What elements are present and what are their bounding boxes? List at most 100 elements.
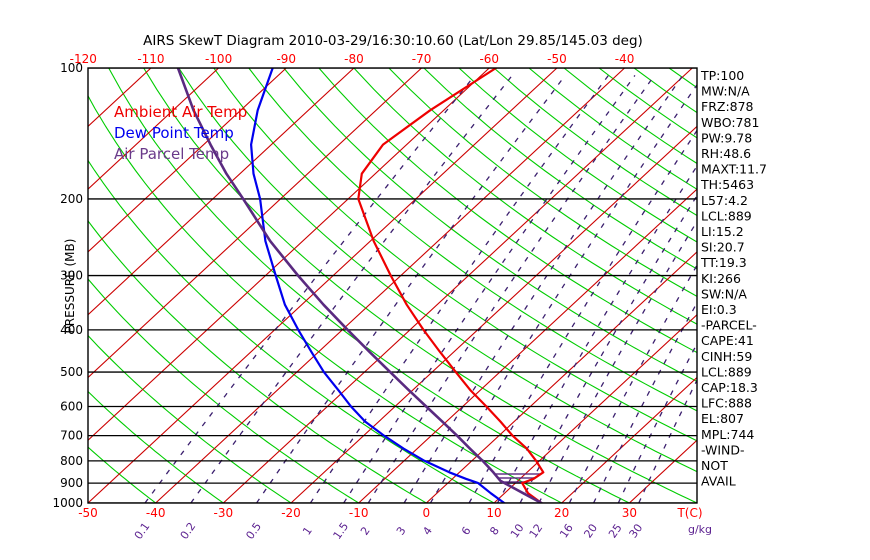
param-rh: RH:48.6 bbox=[701, 146, 751, 161]
param-maxt: MAXT:11.7 bbox=[701, 162, 767, 177]
dry-adiabat-line bbox=[318, 68, 697, 354]
mixing-ratio-units-label: g/kg bbox=[688, 523, 712, 536]
isotherm-line bbox=[290, 125, 697, 503]
top-temp-tick-label: -110 bbox=[137, 52, 164, 66]
isobar-lines bbox=[88, 68, 697, 503]
mixing-ratio-line bbox=[638, 378, 697, 503]
dry-adiabat-line bbox=[388, 68, 697, 297]
param-mw: MW:N/A bbox=[701, 84, 750, 99]
bottom-temp-tick-label: 20 bbox=[554, 506, 569, 520]
isotherm-line bbox=[222, 68, 693, 503]
mixing-ratio-line bbox=[468, 129, 697, 503]
parcel-temp-curve bbox=[176, 68, 543, 503]
parameter-panel: TP:100MW:N/AFRZ:878WBO:781PW:9.78RH:48.6… bbox=[700, 68, 767, 489]
param-frz: FRZ:878 bbox=[701, 99, 754, 114]
param-si: SI:20.7 bbox=[701, 240, 745, 255]
pressure-tick-label: 300 bbox=[60, 269, 83, 283]
legend-item-2: Air Parcel Temp bbox=[114, 145, 229, 163]
top-temp-tick-label: -80 bbox=[344, 52, 364, 66]
pressure-tick-label: 800 bbox=[60, 454, 83, 468]
dry-adiabat-line bbox=[283, 68, 697, 383]
top-temp-tick-label: -120 bbox=[70, 52, 97, 66]
param-lfc: LFC:888 bbox=[701, 396, 752, 411]
isotherm-line bbox=[425, 251, 697, 503]
pressure-tick-labels: 100 200 300 400 500 600 700 800 900 1000 bbox=[52, 61, 83, 510]
pressure-tick-label: 1000 bbox=[52, 496, 83, 510]
ambient-temp-curve bbox=[357, 68, 545, 503]
param-cinh: CINH:59 bbox=[701, 349, 752, 364]
dry-adiabat-line bbox=[178, 68, 697, 473]
dry-adiabat-line bbox=[88, 390, 224, 503]
y-axis-label: PRESSURE (MB) bbox=[63, 239, 77, 334]
param-el: EL:807 bbox=[701, 411, 744, 426]
chart-legend: Ambient Air Temp Dew Point Temp Air Parcel… bbox=[114, 103, 247, 163]
pressure-tick-label: 700 bbox=[60, 429, 83, 443]
param-cap: CAP:18.3 bbox=[701, 380, 758, 395]
param-wind_hdr: -WIND- bbox=[701, 442, 745, 457]
pressure-tick-label: 500 bbox=[60, 365, 83, 379]
param-mpl: MPL:744 bbox=[701, 427, 754, 442]
top-temperature-tick-labels: -120 -110 -100 -90 -80 -70 -60 -50 -40 bbox=[70, 52, 635, 66]
dry-adiabat-lines bbox=[88, 68, 697, 503]
bottom-temp-tick-label: -40 bbox=[146, 506, 166, 520]
isotherm-line bbox=[88, 68, 490, 441]
dry-adiabat-line bbox=[88, 446, 157, 503]
page-title: AIRS SkewT Diagram 2010-03-29/16:30:10.6… bbox=[143, 33, 643, 49]
pressure-tick-label: 900 bbox=[60, 476, 83, 490]
param-parcel_hdr: -PARCEL- bbox=[701, 318, 757, 333]
isotherm-line bbox=[155, 68, 625, 503]
x-axis-label: T(C) bbox=[676, 506, 702, 520]
param-avail: AVAIL bbox=[701, 474, 736, 489]
param-sw: SW:N/A bbox=[701, 286, 747, 301]
cape-cinh-hatch-area bbox=[493, 472, 544, 484]
dry-adiabat-line bbox=[88, 334, 292, 503]
dry-adiabat-line bbox=[213, 68, 697, 442]
param-ei: EI:0.3 bbox=[701, 302, 737, 317]
bottom-temperature-tick-labels: -50 -40 -30 -20 -10 0 10 20 30 bbox=[78, 506, 637, 520]
dry-adiabat-line bbox=[458, 68, 697, 243]
isotherm-line bbox=[88, 68, 355, 316]
bottom-temp-tick-label: 10 bbox=[486, 506, 501, 520]
param-wbo: WBO:781 bbox=[701, 115, 759, 130]
dry-adiabat-line bbox=[88, 159, 495, 503]
isotherm-line bbox=[88, 68, 422, 379]
param-tt: TT:19.3 bbox=[700, 255, 747, 270]
top-temp-tick-label: -40 bbox=[615, 52, 635, 66]
mixing-ratio-line bbox=[496, 164, 697, 503]
mixing-ratio-line bbox=[343, 75, 636, 503]
top-temp-tick-label: -60 bbox=[479, 52, 499, 66]
param-lcl: LCL:889 bbox=[701, 208, 752, 223]
isotherm-line bbox=[358, 188, 697, 503]
param-not: NOT bbox=[701, 458, 728, 473]
dewpoint-temp-curve bbox=[250, 68, 506, 503]
bottom-temp-tick-label: -30 bbox=[214, 506, 234, 520]
plot-frame bbox=[87, 67, 698, 504]
param-lcl2: LCL:889 bbox=[701, 364, 752, 379]
top-temp-tick-label: -90 bbox=[276, 52, 296, 66]
param-li: LI:15.2 bbox=[701, 224, 744, 239]
dry-adiabat-line bbox=[143, 68, 697, 503]
mixing-ratio-line bbox=[256, 75, 566, 503]
legend-item-0: Ambient Air Temp bbox=[114, 103, 247, 121]
mixing-ratio-line bbox=[309, 75, 609, 503]
bottom-temp-tick-label: -20 bbox=[281, 506, 301, 520]
dry-adiabat-line bbox=[353, 68, 697, 325]
dry-adiabat-line bbox=[88, 219, 427, 503]
mixing-ratio-line bbox=[617, 342, 697, 503]
isotherm-line bbox=[561, 376, 697, 503]
cape-shaded-region bbox=[493, 472, 544, 484]
isotherm-line bbox=[88, 68, 558, 503]
top-temp-tick-label: -70 bbox=[412, 52, 432, 66]
bottom-temp-tick-label: -10 bbox=[349, 506, 369, 520]
mixing-ratio-line bbox=[144, 74, 476, 503]
sounding-curves bbox=[176, 68, 545, 503]
pressure-tick-label: 100 bbox=[60, 61, 83, 75]
isotherm-lines bbox=[88, 68, 697, 503]
param-tp: TP:100 bbox=[700, 68, 744, 83]
dry-adiabat-line bbox=[108, 68, 630, 503]
bottom-temp-tick-label: 30 bbox=[622, 506, 637, 520]
top-temp-tick-label: -50 bbox=[547, 52, 567, 66]
pressure-tick-label: 200 bbox=[60, 192, 83, 206]
